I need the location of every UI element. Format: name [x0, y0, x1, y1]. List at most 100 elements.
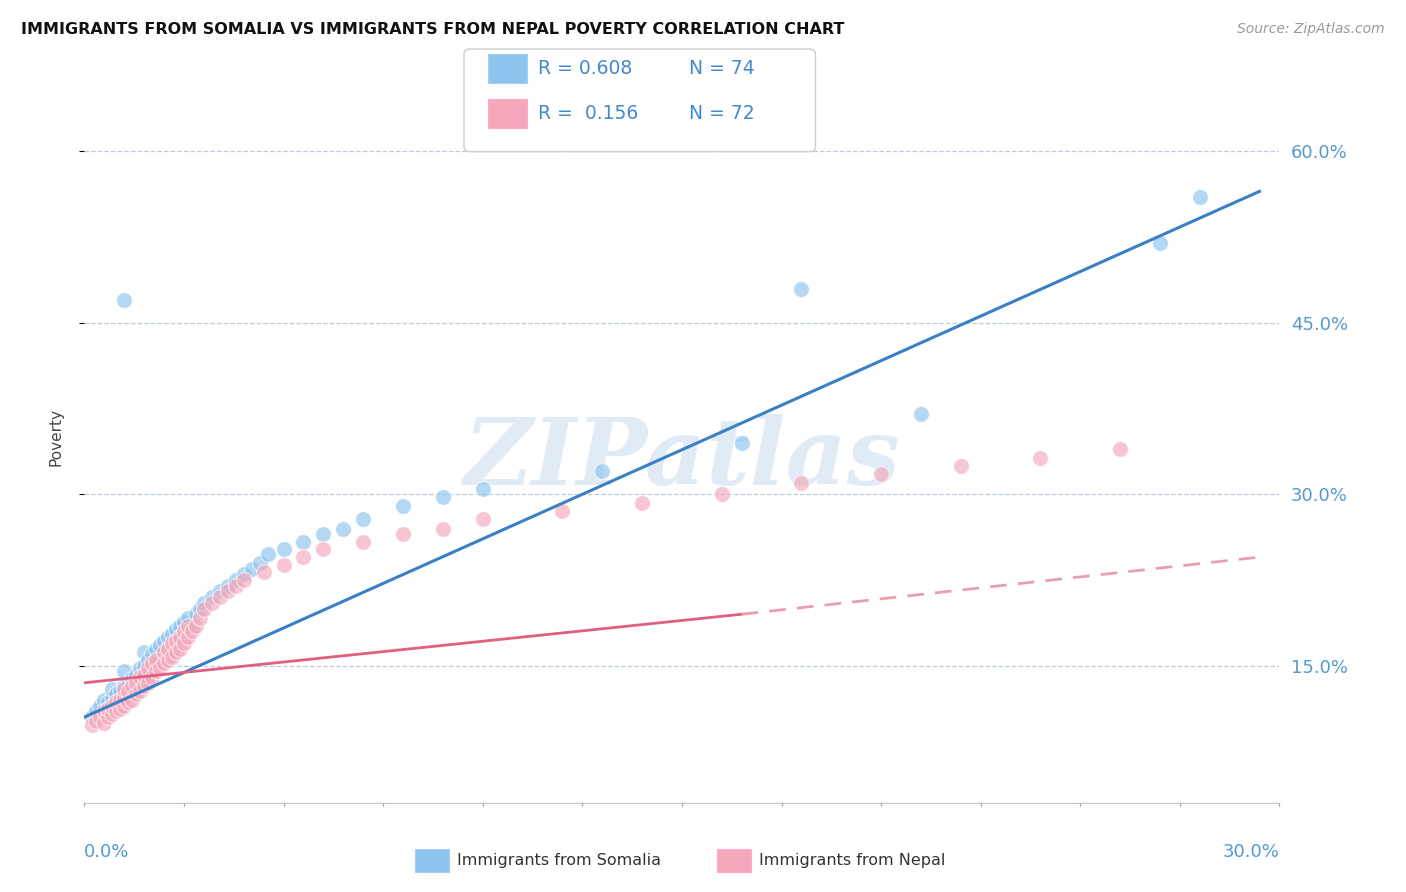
Point [249, 556, 271, 570]
Point [112, 293, 135, 307]
Point [101, 690, 124, 705]
Point [173, 615, 195, 630]
Point [136, 653, 159, 667]
Point [145, 657, 167, 671]
Point [160, 636, 183, 650]
Point [93, 693, 115, 707]
Point [89, 710, 111, 724]
Point [1109, 442, 1132, 456]
Point [181, 624, 204, 639]
Point [93, 705, 115, 719]
Point [551, 504, 574, 518]
Point [82, 718, 104, 732]
Point [125, 667, 148, 682]
Point [105, 705, 128, 719]
Point [173, 630, 195, 644]
Point [177, 624, 200, 639]
Point [145, 653, 167, 667]
Point [392, 499, 415, 513]
Point [97, 702, 120, 716]
Point [184, 607, 207, 622]
Point [591, 464, 613, 478]
Point [149, 638, 172, 652]
Text: 0.0%: 0.0% [84, 843, 129, 861]
Text: IMMIGRANTS FROM SOMALIA VS IMMIGRANTS FROM NEPAL POVERTY CORRELATION CHART: IMMIGRANTS FROM SOMALIA VS IMMIGRANTS FR… [21, 22, 845, 37]
Point [110, 702, 132, 716]
Point [253, 565, 276, 579]
Point [121, 693, 143, 707]
Point [160, 641, 183, 656]
Point [1188, 190, 1211, 204]
Point [173, 624, 195, 639]
Point [312, 542, 335, 557]
Y-axis label: Poverty: Poverty [49, 408, 63, 467]
Point [149, 653, 172, 667]
Point [1029, 450, 1052, 465]
Point [136, 667, 159, 682]
Text: Source: ZipAtlas.com: Source: ZipAtlas.com [1237, 22, 1385, 37]
Text: R =  0.156: R = 0.156 [538, 103, 638, 123]
Point [273, 542, 295, 557]
Point [141, 670, 163, 684]
Point [121, 673, 143, 687]
Text: N = 72: N = 72 [689, 103, 755, 123]
Point [160, 649, 183, 664]
Point [193, 596, 215, 610]
Point [125, 687, 148, 701]
Point [157, 645, 180, 659]
Point [149, 661, 172, 675]
Point [157, 630, 180, 644]
Point [129, 675, 152, 690]
Point [141, 647, 163, 661]
Point [312, 527, 335, 541]
Point [225, 579, 247, 593]
Point [97, 695, 120, 709]
Point [132, 658, 156, 673]
Point [93, 715, 115, 730]
Point [117, 683, 139, 698]
Point [86, 714, 108, 728]
Point [110, 683, 132, 698]
Point [352, 535, 374, 549]
Point [292, 535, 315, 549]
Point [101, 681, 124, 696]
Point [165, 636, 187, 650]
Point [157, 641, 180, 656]
Point [145, 665, 167, 679]
Point [169, 618, 191, 632]
Point [110, 695, 132, 709]
Point [112, 690, 135, 705]
Point [217, 584, 239, 599]
Point [165, 622, 187, 636]
Text: ZIPatlas: ZIPatlas [464, 414, 900, 504]
Point [129, 661, 152, 675]
Point [232, 573, 254, 587]
Point [160, 626, 183, 640]
Point [129, 683, 152, 698]
Point [177, 630, 200, 644]
Point [136, 661, 159, 675]
Point [1149, 235, 1171, 250]
Point [232, 567, 254, 582]
Point [117, 675, 139, 690]
Point [153, 657, 176, 671]
Point [392, 527, 415, 541]
Point [352, 512, 374, 526]
Point [790, 475, 813, 490]
Point [117, 687, 139, 701]
Point [169, 630, 191, 644]
Point [101, 698, 124, 713]
Point [173, 636, 195, 650]
Point [153, 649, 176, 664]
Point [132, 645, 156, 659]
Point [132, 679, 156, 693]
Point [184, 618, 207, 632]
Point [89, 698, 111, 713]
Point [169, 632, 191, 647]
Point [112, 665, 135, 679]
Point [129, 670, 152, 684]
Point [240, 561, 263, 575]
Point [132, 667, 156, 682]
Point [93, 706, 115, 721]
Point [188, 601, 211, 615]
